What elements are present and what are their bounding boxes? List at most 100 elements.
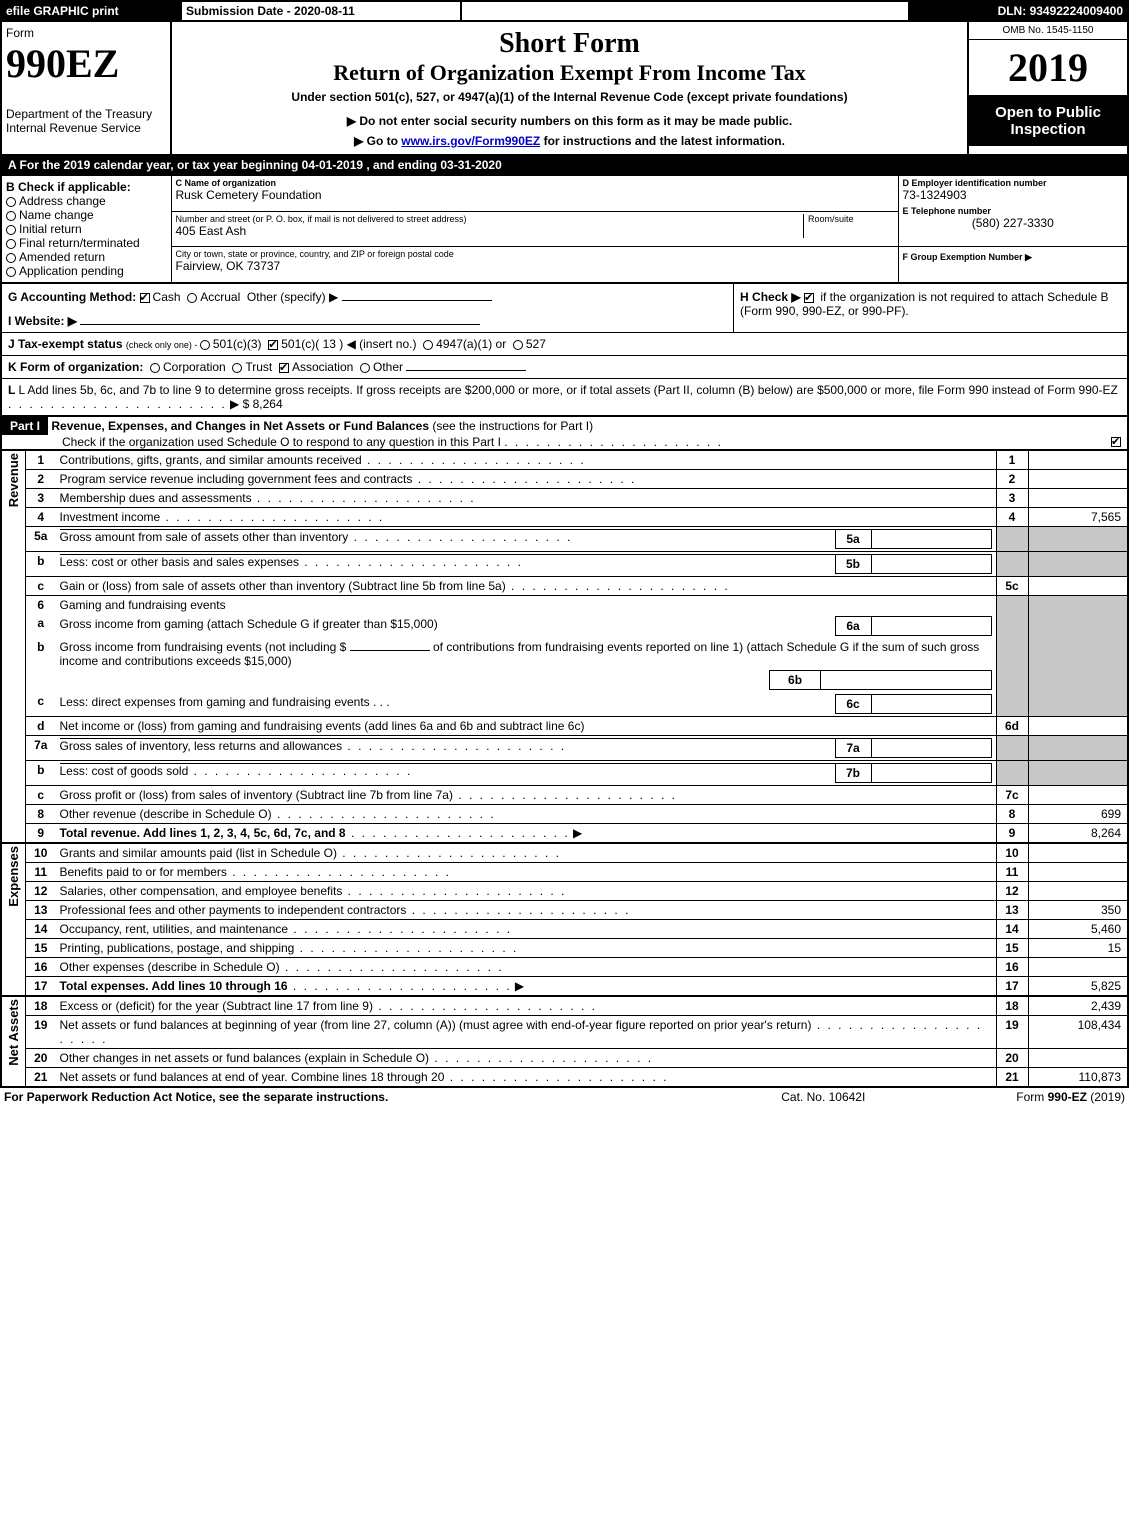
line-l: L L Add lines 5b, 6c, and 7b to line 9 t… [1,379,1128,417]
val-7a [871,739,991,758]
val-6a [871,617,991,636]
revenue-section-label: Revenue [1,451,26,843]
street-value: 405 East Ash [176,224,804,238]
val-5b [871,555,991,574]
chk-amended[interactable]: Amended return [6,250,167,264]
right-header-cell: OMB No. 1545-1150 2019 Open to Public In… [968,22,1128,155]
chk-name[interactable]: Name change [6,208,167,222]
row-13-val: 350 [1028,901,1128,920]
phone-label: E Telephone number [903,206,1124,216]
chk-cash[interactable] [140,293,150,303]
row-4-val: 7,565 [1028,508,1128,527]
phone-value: (580) 227-3330 [903,216,1124,230]
other-org-input[interactable] [406,370,526,371]
row-9-val: 8,264 [1028,824,1128,843]
chk-assoc[interactable] [279,363,289,373]
form-header: Form 990EZ Department of the Treasury In… [0,22,1129,156]
chk-address[interactable]: Address change [6,194,167,208]
box-b: B Check if applicable: Address change Na… [1,176,171,283]
subtitle: Under section 501(c), 527, or 4947(a)(1)… [182,90,957,104]
irs-link[interactable]: www.irs.gov/Form990EZ [401,134,540,148]
room-suite: Room/suite [804,214,894,238]
efile-label[interactable]: efile GRAPHIC print [1,1,171,21]
val-6c [871,695,991,714]
row-16-val [1028,958,1128,977]
footer-right: Form 990-EZ (2019) [910,1088,1129,1106]
line-j: J Tax-exempt status (check only one) - 5… [1,333,1128,356]
box-6a: 6a [835,617,871,636]
chk-pending[interactable]: Application pending [6,264,167,278]
tax-year: 2019 [969,40,1127,96]
row-6d-val [1028,717,1128,736]
entity-info-table: B Check if applicable: Address change Na… [0,176,1129,284]
page-footer: For Paperwork Reduction Act Notice, see … [0,1088,1129,1106]
row-18-val: 2,439 [1028,996,1128,1016]
ein-label: D Employer identification number [903,178,1124,188]
line-i: I Website: ▶ [1,310,734,333]
chk-527[interactable] [513,340,523,350]
contrib-input[interactable] [350,650,430,651]
box-7b: 7b [835,764,871,783]
row-3-val [1028,489,1128,508]
row-1-num: 1 [26,451,56,470]
part1-table: Revenue 1 Contributions, gifts, grants, … [0,451,1129,1088]
chk-corp[interactable] [150,363,160,373]
box-c-name: C Name of organization Rusk Cemetery Fou… [171,176,898,211]
city-value: Fairview, OK 73737 [176,259,894,273]
row-12-val [1028,882,1128,901]
box-f: F Group Exemption Number ▶ [898,247,1128,283]
line-h: H Check ▶ if the organization is not req… [734,284,1128,333]
box-5a: 5a [835,530,871,549]
ein-value: 73-1324903 [903,188,1124,202]
chk-501c[interactable] [268,340,278,350]
box-d-e: D Employer identification number 73-1324… [898,176,1128,247]
row-21-val: 110,873 [1028,1068,1128,1088]
gross-receipts: $ 8,264 [243,397,283,411]
chk-final[interactable]: Final return/terminated [6,236,167,250]
form-word: Form [6,26,166,40]
form-id-cell: Form 990EZ Department of the Treasury In… [1,22,171,155]
chk-other-org[interactable] [360,363,370,373]
footer-mid: Cat. No. 10642I [737,1088,910,1106]
ghijkl-table: G Accounting Method: Cash Accrual Other … [0,284,1129,417]
org-name: Rusk Cemetery Foundation [176,188,894,202]
main-title: Return of Organization Exempt From Incom… [182,60,957,86]
open-inspection: Open to Public Inspection [969,96,1127,146]
val-6b [821,671,991,690]
chk-trust[interactable] [232,363,242,373]
row-11-val [1028,863,1128,882]
part-i-label: Part I [2,417,48,435]
part1-title: Revenue, Expenses, and Changes in Net As… [51,419,429,433]
form-number: 990EZ [6,40,166,87]
chk-501c3[interactable] [200,340,210,350]
row-20-val [1028,1049,1128,1068]
box-7a: 7a [835,739,871,758]
row-5c-val [1028,577,1128,596]
goto-link-line: ▶ Go to www.irs.gov/Form990EZ for instru… [182,134,957,148]
ssn-warning: ▶ Do not enter social security numbers o… [182,114,957,128]
box-6b: 6b [769,671,820,690]
other-specify-input[interactable] [342,300,492,301]
chk-accrual[interactable] [187,293,197,303]
row-10-val [1028,843,1128,863]
row-1-val [1028,451,1128,470]
part1-header: Part I Revenue, Expenses, and Changes in… [0,417,1129,451]
row-19-val: 108,434 [1028,1016,1128,1049]
row-2-val [1028,470,1128,489]
chk-schedule-o[interactable] [1111,437,1121,447]
part1-check-text: Check if the organization used Schedule … [2,435,501,449]
omb-number: OMB No. 1545-1150 [969,22,1127,40]
website-input[interactable] [80,324,480,325]
footer-left: For Paperwork Reduction Act Notice, see … [0,1088,737,1106]
chk-schedule-b[interactable] [804,293,814,303]
row-1-refnum: 1 [996,451,1028,470]
row-1-text: Contributions, gifts, grants, and simila… [56,451,997,470]
short-form-title: Short Form [182,28,957,60]
box-c-city: City or town, state or province, country… [171,247,898,283]
chk-initial[interactable]: Initial return [6,222,167,236]
chk-4947[interactable] [423,340,433,350]
submission-date: Submission Date - 2020-08-11 [181,1,461,21]
row-8-val: 699 [1028,805,1128,824]
val-7b [871,764,991,783]
row-17-val: 5,825 [1028,977,1128,997]
